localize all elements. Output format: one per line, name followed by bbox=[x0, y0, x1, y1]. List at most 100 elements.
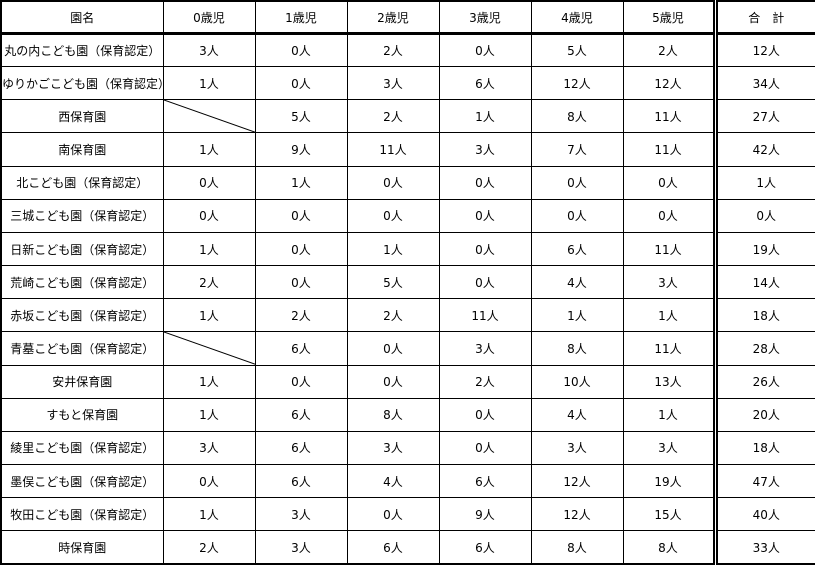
cell-age4: 0人 bbox=[530, 198, 624, 233]
cell-age5: 11人 bbox=[622, 99, 716, 134]
cell-age3: 6人 bbox=[438, 66, 532, 101]
cell-age5: 12人 bbox=[622, 66, 716, 101]
table-row: 綾里こども園（保育認定） 3人 6人 3人 0人 3人 3人 18人 bbox=[0, 430, 815, 466]
cell-age4: 6人 bbox=[530, 231, 624, 267]
cell-age4: 0人 bbox=[530, 165, 624, 200]
cell-age2: 0人 bbox=[346, 497, 440, 532]
cell-age5: 8人 bbox=[622, 530, 716, 565]
cell-age0: 1人 bbox=[162, 132, 256, 167]
cell-total: 47人 bbox=[712, 464, 815, 499]
cell-age2: 11人 bbox=[346, 132, 440, 167]
cell-age1: 0人 bbox=[254, 66, 348, 101]
table-row: すもと保育園 1人 6人 8人 0人 4人 1人 20人 bbox=[0, 397, 815, 432]
cell-age1: 0人 bbox=[254, 231, 348, 267]
col-header-age3: 3歳児 bbox=[438, 0, 532, 35]
cell-age5: 1人 bbox=[622, 298, 716, 333]
cell-age1: 6人 bbox=[254, 464, 348, 499]
cell-age5: 0人 bbox=[622, 165, 716, 200]
cell-age5: 0人 bbox=[622, 198, 716, 233]
cell-age3: 1人 bbox=[438, 99, 532, 134]
cell-total: 26人 bbox=[712, 364, 815, 399]
table-row: 赤坂こども園（保育認定） 1人 2人 2人 11人 1人 1人 18人 bbox=[0, 298, 815, 333]
cell-age3: 6人 bbox=[438, 464, 532, 499]
cell-age0: 0人 bbox=[162, 464, 256, 499]
cell-total: 28人 bbox=[712, 331, 815, 366]
table-row: 丸の内こども園（保育認定） 3人 0人 2人 0人 5人 2人 12人 bbox=[0, 32, 815, 68]
cell-age4: 12人 bbox=[530, 464, 624, 499]
cell-age5: 13人 bbox=[622, 364, 716, 399]
cell-total: 42人 bbox=[712, 132, 815, 167]
cell-total: 14人 bbox=[712, 265, 815, 300]
cell-total: 27人 bbox=[712, 99, 815, 134]
cell-age2: 0人 bbox=[346, 364, 440, 399]
cell-age1: 1人 bbox=[254, 165, 348, 200]
table-row: 日新こども園（保育認定） 1人 0人 1人 0人 6人 11人 19人 bbox=[0, 231, 815, 267]
cell-age2: 2人 bbox=[346, 99, 440, 134]
cell-age4: 4人 bbox=[530, 397, 624, 432]
cell-age3: 0人 bbox=[438, 32, 532, 68]
cell-age2: 3人 bbox=[346, 430, 440, 466]
cell-age2: 0人 bbox=[346, 165, 440, 200]
diagonal-line bbox=[164, 332, 255, 364]
cell-age3: 0人 bbox=[438, 397, 532, 432]
cell-age1: 0人 bbox=[254, 198, 348, 233]
table-row: 南保育園 1人 9人 11人 3人 7人 11人 42人 bbox=[0, 132, 815, 167]
facility-name: ゆりかごこども園（保育認定） bbox=[0, 66, 164, 101]
cell-age2: 2人 bbox=[346, 298, 440, 333]
table-row: 墨俣こども園（保育認定） 0人 6人 4人 6人 12人 19人 47人 bbox=[0, 464, 815, 499]
cell-age3: 6人 bbox=[438, 530, 532, 565]
table-row: 牧田こども園（保育認定） 1人 3人 0人 9人 12人 15人 40人 bbox=[0, 497, 815, 532]
col-header-age1: 1歳児 bbox=[254, 0, 348, 35]
cell-age3: 11人 bbox=[438, 298, 532, 333]
cell-total: 18人 bbox=[712, 430, 815, 466]
cell-age0: 1人 bbox=[162, 298, 256, 333]
cell-age1: 0人 bbox=[254, 265, 348, 300]
cell-age5: 3人 bbox=[622, 265, 716, 300]
facility-name: 荒崎こども園（保育認定） bbox=[0, 265, 164, 300]
col-header-facility-name: 園名 bbox=[0, 0, 164, 35]
cell-age4: 12人 bbox=[530, 66, 624, 101]
cell-age3: 0人 bbox=[438, 265, 532, 300]
table-row: 安井保育園 1人 0人 0人 2人 10人 13人 26人 bbox=[0, 364, 815, 399]
cell-age1: 6人 bbox=[254, 430, 348, 466]
cell-age4: 10人 bbox=[530, 364, 624, 399]
cell-age2: 1人 bbox=[346, 231, 440, 267]
facility-name: 赤坂こども園（保育認定） bbox=[0, 298, 164, 333]
cell-age4: 7人 bbox=[530, 132, 624, 167]
cell-age2: 0人 bbox=[346, 198, 440, 233]
cell-age0: 1人 bbox=[162, 497, 256, 532]
cell-age3: 2人 bbox=[438, 364, 532, 399]
cell-age0: 0人 bbox=[162, 198, 256, 233]
cell-age5: 15人 bbox=[622, 497, 716, 532]
cell-age0-diagonal bbox=[162, 99, 256, 134]
cell-age5: 1人 bbox=[622, 397, 716, 432]
cell-age5: 11人 bbox=[622, 231, 716, 267]
facility-name: 墨俣こども園（保育認定） bbox=[0, 464, 164, 499]
cell-age3: 3人 bbox=[438, 132, 532, 167]
cell-age0: 2人 bbox=[162, 530, 256, 565]
cell-age0: 3人 bbox=[162, 430, 256, 466]
cell-total: 33人 bbox=[712, 530, 815, 565]
cell-age4: 8人 bbox=[530, 99, 624, 134]
cell-age2: 8人 bbox=[346, 397, 440, 432]
cell-age0-diagonal bbox=[162, 331, 256, 366]
table-row: 青墓こども園（保育認定） 6人 0人 3人 8人 11人 28人 bbox=[0, 331, 815, 366]
cell-age3: 3人 bbox=[438, 331, 532, 366]
col-header-age2: 2歳児 bbox=[346, 0, 440, 35]
cell-total: 18人 bbox=[712, 298, 815, 333]
cell-total: 0人 bbox=[712, 198, 815, 233]
facility-name: 牧田こども園（保育認定） bbox=[0, 497, 164, 532]
facility-name: 北こども園（保育認定） bbox=[0, 165, 164, 200]
cell-total: 19人 bbox=[712, 231, 815, 267]
table-row: 荒崎こども園（保育認定） 2人 0人 5人 0人 4人 3人 14人 bbox=[0, 265, 815, 300]
cell-age0: 1人 bbox=[162, 66, 256, 101]
cell-total: 12人 bbox=[712, 32, 815, 68]
cell-age2: 4人 bbox=[346, 464, 440, 499]
col-header-age0: 0歳児 bbox=[162, 0, 256, 35]
cell-total: 34人 bbox=[712, 66, 815, 101]
facility-name: 青墓こども園（保育認定） bbox=[0, 331, 164, 366]
table-row: 北こども園（保育認定） 0人 1人 0人 0人 0人 0人 1人 bbox=[0, 165, 815, 200]
facility-name: 西保育園 bbox=[0, 99, 164, 134]
cell-age3: 0人 bbox=[438, 165, 532, 200]
cell-age3: 0人 bbox=[438, 198, 532, 233]
